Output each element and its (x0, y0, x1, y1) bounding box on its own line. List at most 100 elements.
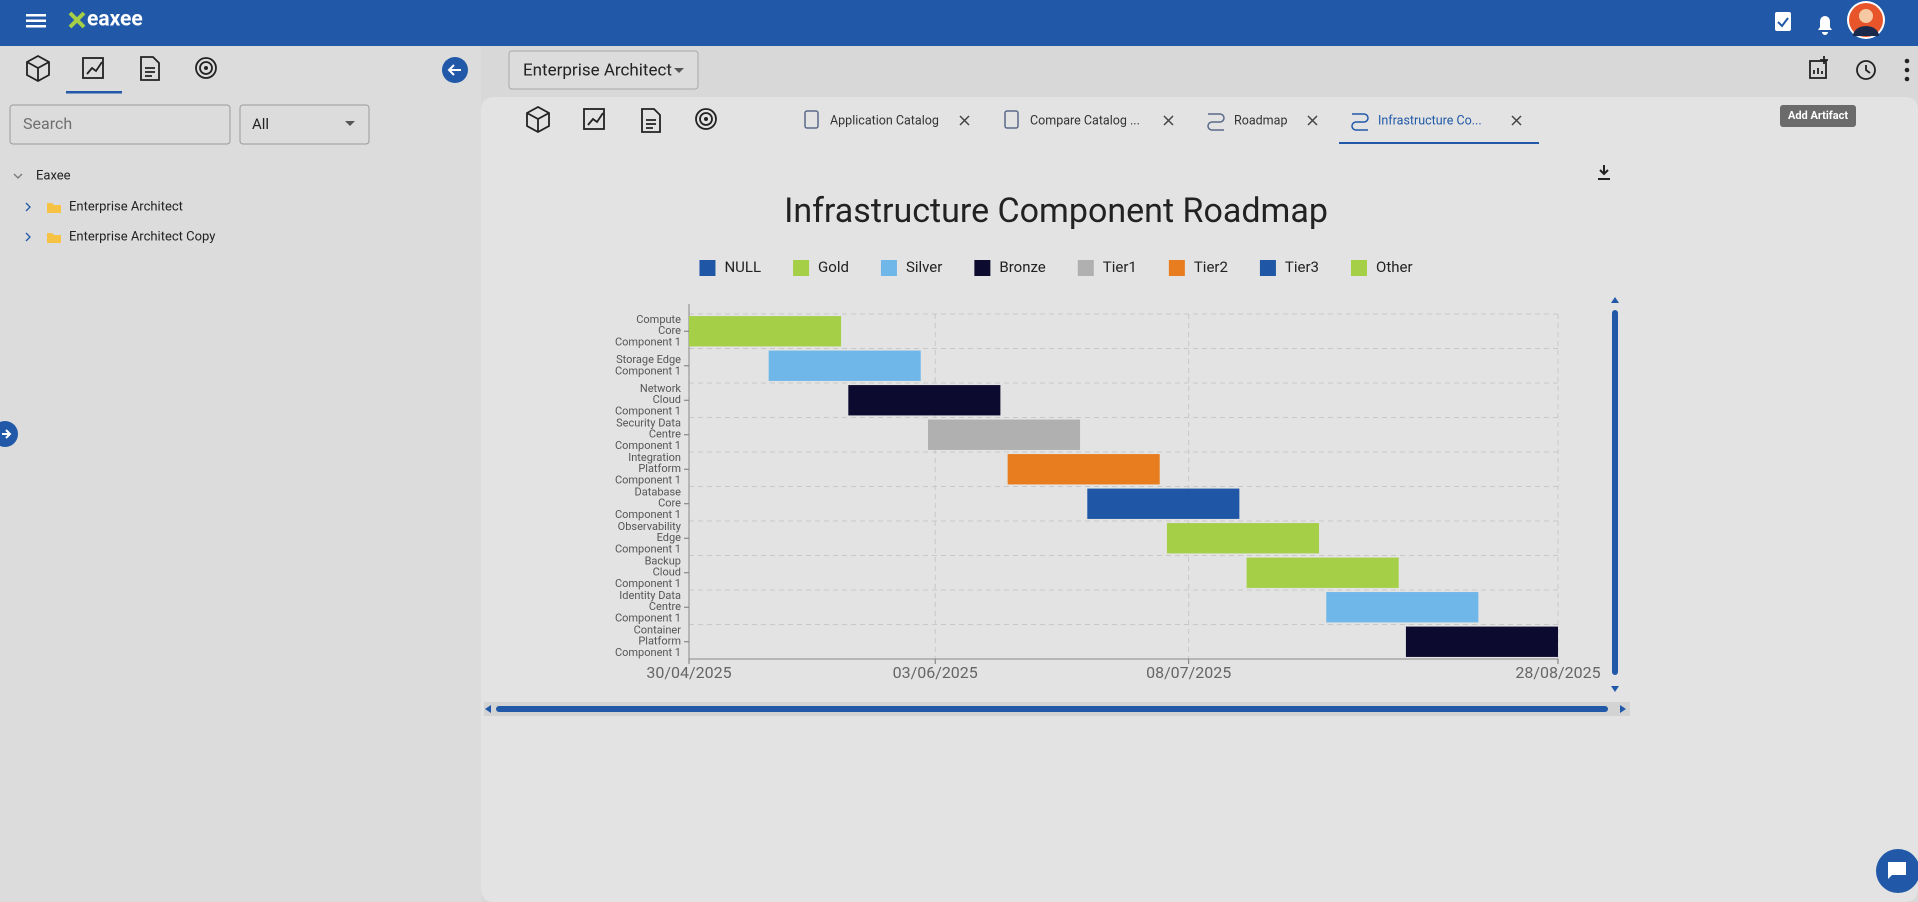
icon-shape (86, 61, 103, 75)
gantt-bar (1405, 626, 1558, 657)
tab-icon-cube[interactable] (26, 54, 50, 83)
card-icon-cube[interactable] (526, 105, 550, 134)
chart-title: Infrastructure Component Roadmap (784, 191, 1328, 231)
icon-shape (195, 57, 217, 79)
expand-button[interactable] (0, 421, 18, 447)
tooltip (1780, 105, 1856, 127)
notification-icon[interactable] (1818, 16, 1832, 35)
tab-active[interactable]: Infrastructure Co... (1339, 113, 1539, 144)
scroll-arrow[interactable] (485, 705, 491, 713)
y-tick-label: Centre (649, 428, 681, 441)
y-tick-label: Centre (649, 600, 681, 613)
y-tick-label: Cloud (653, 393, 681, 406)
tab[interactable]: Roadmap (1207, 113, 1318, 131)
scroll-arrow[interactable] (1620, 705, 1626, 713)
y-tick-label: Component 1 (615, 364, 681, 377)
tab-close[interactable] (959, 115, 970, 126)
scroll-arrow[interactable] (1611, 297, 1619, 303)
tasks-icon[interactable] (1775, 12, 1791, 31)
card-icon-chart[interactable] (583, 108, 605, 130)
x-tick-label: 28/08/2025 (1515, 663, 1600, 682)
y-tick-label: Network (640, 382, 682, 395)
scroll-arrow[interactable] (1611, 686, 1619, 692)
vertical-scrollbar[interactable] (1612, 310, 1618, 675)
y-tick-label: Core (658, 497, 681, 510)
icon-shape (583, 108, 605, 130)
selector-caret (674, 68, 684, 73)
legend-label: Silver (906, 258, 942, 276)
y-tick-label: Storage Edge (616, 353, 681, 366)
icon-shape (199, 61, 213, 75)
legend-swatch (1351, 260, 1368, 276)
chat-button[interactable] (1876, 849, 1918, 893)
folder-icon (47, 233, 61, 243)
tab[interactable]: Application Catalog (804, 110, 970, 129)
icon-shape (704, 117, 708, 121)
search-input[interactable] (9, 104, 231, 145)
tab-close[interactable] (1163, 115, 1174, 126)
legend-swatch (1259, 260, 1276, 276)
tab[interactable]: Compare Catalog ... (1004, 110, 1174, 129)
y-tick-label: Component 1 (615, 646, 681, 659)
filter-select[interactable] (239, 104, 370, 145)
tab-close[interactable] (1307, 115, 1318, 126)
legend-label: Bronze (999, 258, 1045, 276)
tree-toggle[interactable] (25, 202, 31, 212)
y-tick-label: Component 1 (615, 404, 681, 417)
workspace-selector[interactable] (508, 50, 699, 90)
gantt-bar (848, 385, 1001, 416)
avatar-face (1859, 9, 1873, 23)
y-tick-label: Security Data (616, 416, 681, 429)
y-tick-label: Component 1 (615, 508, 681, 521)
legend-label: NULL (724, 258, 761, 276)
legend-label: Tier2 (1194, 258, 1228, 276)
gantt-bar (689, 316, 842, 347)
tab-icon-target[interactable] (195, 57, 217, 79)
icon-shape (1813, 56, 1828, 74)
active-tab-underline (1339, 142, 1539, 144)
y-tick-label: Container (634, 623, 682, 636)
top-bar (0, 0, 1918, 46)
tab-icon-chart[interactable] (82, 57, 104, 79)
folder-icon (47, 203, 61, 213)
y-tick-label: Integration (628, 451, 681, 464)
tab-close[interactable] (1511, 115, 1522, 126)
gantt-chart: NULL Gold Silver Bronze Tier1 Tier2 Tier3 Other… (615, 258, 1601, 682)
x-tick-label: 08/07/2025 (1146, 663, 1231, 682)
add-artifact-button[interactable] (1809, 56, 1828, 79)
y-tick-label: Core (658, 324, 681, 337)
icon-shape (204, 66, 208, 70)
brand-name[interactable]: eaxee (87, 8, 143, 32)
card-icon-target[interactable] (695, 108, 717, 130)
x-tick-label: 30/04/2025 (646, 663, 731, 682)
tab-icon (1207, 113, 1225, 131)
avatar[interactable] (1847, 1, 1885, 39)
gantt-bar (768, 350, 921, 381)
more-button[interactable] (1904, 58, 1910, 82)
y-tick-label: Component 1 (615, 439, 681, 452)
tab-label: Roadmap (1234, 113, 1287, 128)
gantt-bar (1246, 557, 1399, 588)
dot (1904, 67, 1910, 73)
y-tick-label: Backup (645, 554, 681, 567)
tree-toggle[interactable] (25, 232, 31, 242)
collapse-button[interactable] (442, 57, 468, 83)
tree-item[interactable]: Enterprise Architect (69, 199, 183, 214)
tree-toggle[interactable] (13, 173, 23, 179)
tree-item[interactable]: Enterprise Architect Copy (69, 229, 215, 244)
icon-shape (587, 112, 604, 126)
y-tick-label: Edge (657, 531, 682, 544)
legend-label: Tier1 (1103, 258, 1137, 276)
y-tick-label: Cloud (653, 566, 681, 579)
download-button[interactable] (1598, 165, 1610, 180)
icon-check (1777, 17, 1789, 28)
card-icon-document[interactable] (641, 108, 661, 133)
history-button[interactable] (1856, 60, 1876, 80)
brand-logo (68, 11, 86, 29)
tab-icon-document[interactable] (140, 56, 160, 81)
tree-item[interactable]: Eaxee (36, 168, 71, 183)
menu-line (26, 25, 46, 28)
horizontal-scrollbar[interactable] (496, 706, 1608, 712)
menu-button[interactable] (26, 14, 46, 28)
